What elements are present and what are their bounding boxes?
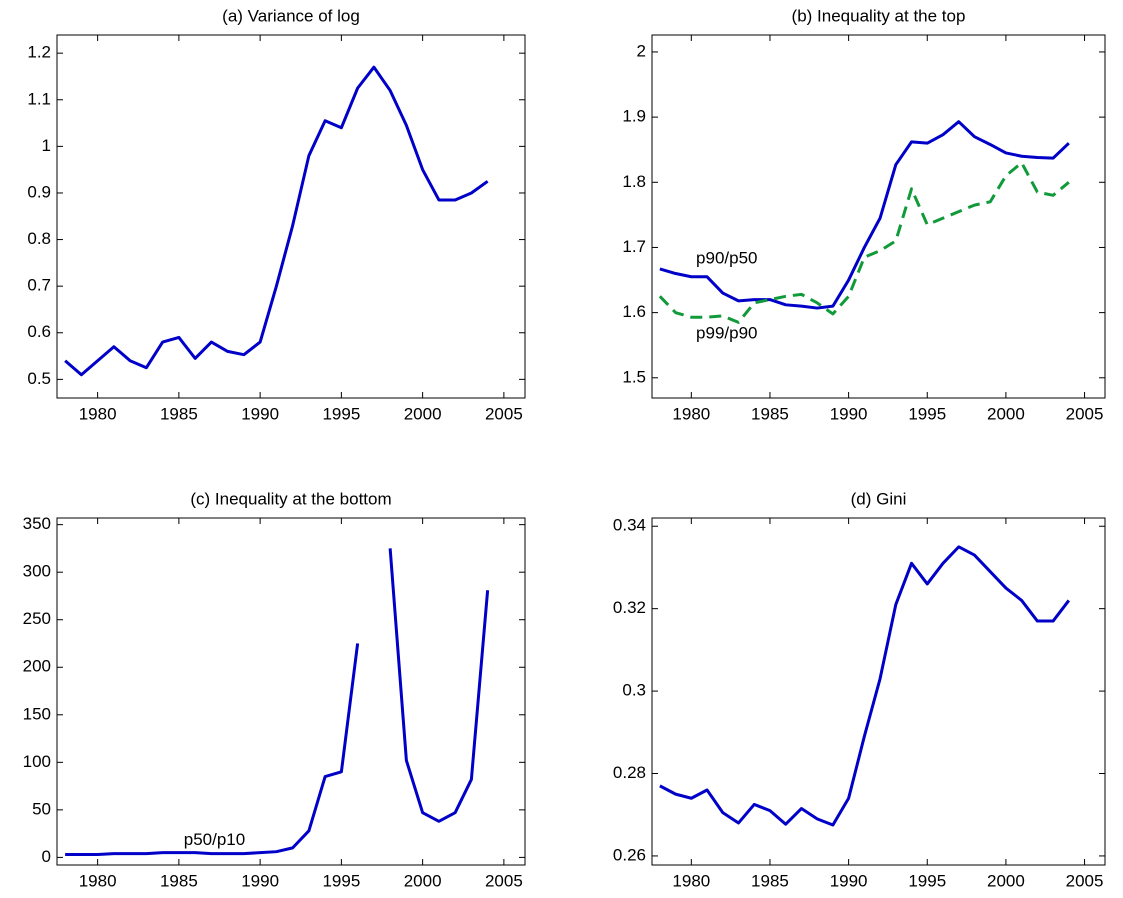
y-tick-label: 0	[42, 847, 51, 866]
y-tick-label: 0.8	[27, 229, 51, 248]
series-line	[64, 65, 489, 377]
y-tick-label: 0.28	[613, 763, 646, 782]
series-line	[65, 548, 490, 857]
series-line	[658, 161, 1070, 324]
axes-box	[651, 517, 1106, 866]
y-tick-label: 0.7	[27, 276, 51, 295]
x-tick-label: 1990	[830, 404, 868, 423]
annotation: p90/p50	[696, 249, 757, 268]
x-tick-label: 1990	[241, 871, 279, 890]
y-tick-label: 0.6	[27, 322, 51, 341]
y-tick-label: 350	[23, 514, 51, 533]
x-tick-label: 1995	[322, 404, 360, 423]
x-tick-label: 2005	[1066, 404, 1104, 423]
y-tick-label: 0.34	[613, 516, 646, 535]
y-tick-label: 0.5	[27, 369, 51, 388]
x-tick-label: 2000	[987, 871, 1025, 890]
x-tick-label: 1980	[79, 871, 117, 890]
y-tick-label: 1.1	[27, 89, 51, 108]
axes-box	[56, 517, 526, 866]
x-tick-label: 1985	[160, 404, 198, 423]
panel-title: (c) Inequality at the bottom	[190, 489, 391, 508]
x-tick-label: 1980	[79, 404, 117, 423]
series-line	[659, 120, 1070, 310]
y-tick-label: 1.2	[27, 43, 51, 62]
x-tick-label: 1985	[160, 871, 198, 890]
x-tick-label: 2005	[485, 871, 523, 890]
axes-box	[56, 34, 526, 399]
x-tick-label: 2005	[485, 404, 523, 423]
y-tick-label: 1.6	[622, 302, 646, 321]
x-tick-label: 1985	[751, 404, 789, 423]
x-tick-label: 1980	[672, 404, 710, 423]
y-tick-label: 1	[42, 136, 51, 155]
y-tick-label: 1.7	[622, 237, 646, 256]
x-tick-label: 1985	[751, 871, 789, 890]
annotation: p50/p10	[184, 830, 245, 849]
x-tick-label: 2000	[987, 404, 1025, 423]
y-tick-label: 1.9	[622, 107, 646, 126]
x-tick-label: 1980	[672, 871, 710, 890]
y-tick-label: 150	[23, 704, 51, 723]
y-tick-label: 200	[23, 657, 51, 676]
x-tick-label: 2000	[404, 404, 442, 423]
y-tick-label: 1.8	[622, 172, 646, 191]
y-tick-label: 1.5	[622, 367, 646, 386]
y-tick-label: 0.26	[613, 845, 646, 864]
y-tick-label: 0.9	[27, 182, 51, 201]
x-tick-label: 1995	[322, 871, 360, 890]
y-tick-label: 300	[23, 562, 51, 581]
panel-title: (a) Variance of log	[222, 6, 360, 25]
panel-title: (b) Inequality at the top	[792, 6, 966, 25]
x-tick-label: 1990	[830, 871, 868, 890]
x-tick-label: 1995	[908, 871, 946, 890]
y-tick-label: 2	[637, 41, 646, 60]
series-line	[659, 545, 1071, 827]
x-tick-label: 2005	[1066, 871, 1104, 890]
x-tick-label: 1995	[908, 404, 946, 423]
y-tick-label: 0.32	[613, 598, 646, 617]
y-tick-label: 100	[23, 752, 51, 771]
panel-title: (d) Gini	[851, 489, 907, 508]
y-tick-label: 50	[32, 799, 51, 818]
x-tick-label: 1990	[241, 404, 279, 423]
x-tick-label: 2000	[404, 871, 442, 890]
annotation: p99/p90	[696, 324, 757, 343]
axes-box	[651, 34, 1106, 399]
y-tick-label: 0.3	[622, 681, 646, 700]
y-tick-label: 250	[23, 609, 51, 628]
